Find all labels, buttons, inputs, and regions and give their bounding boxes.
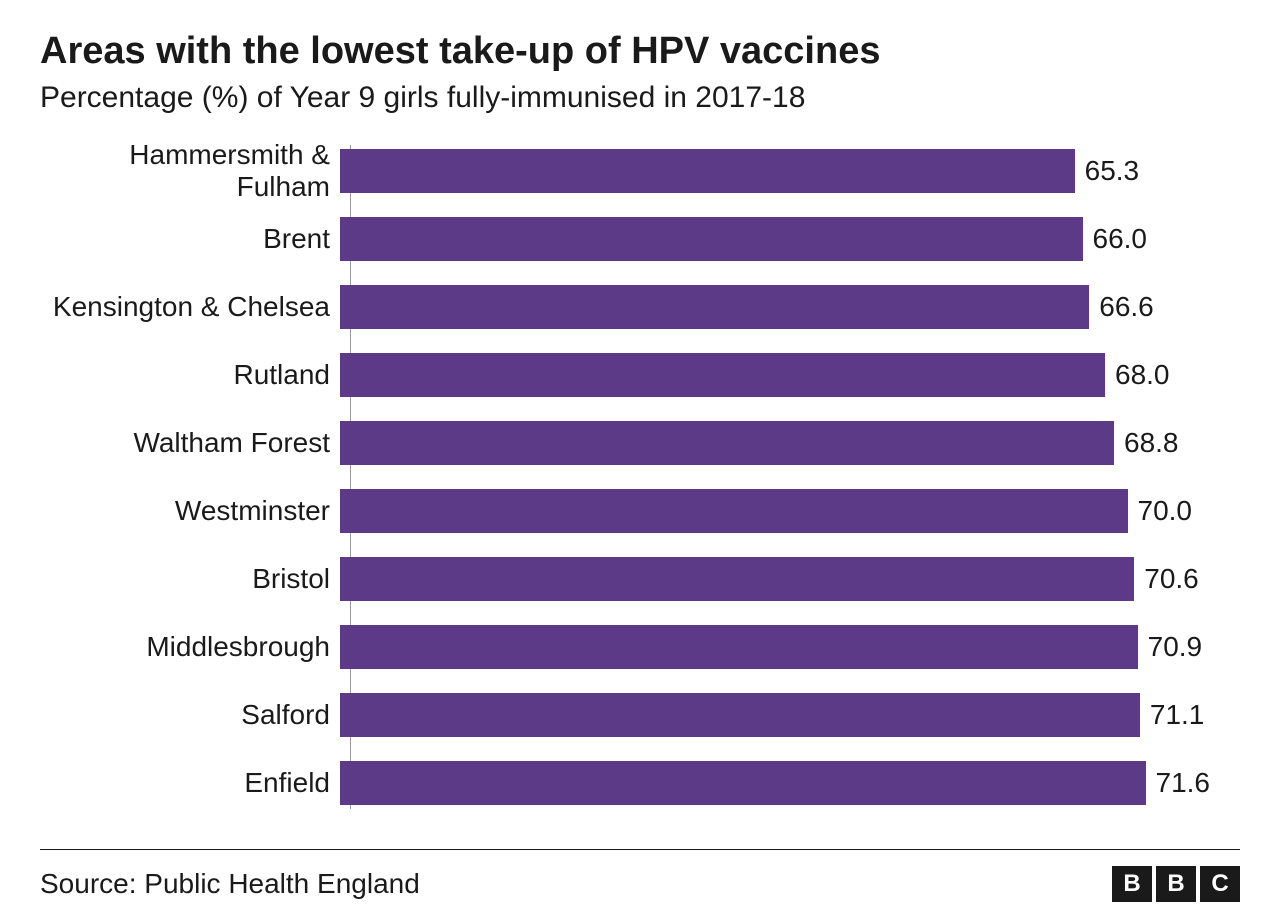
bar-track: 68.0 [340, 353, 1240, 397]
bars-wrapper: Hammersmith & Fulham 65.3 Brent 66.0 Ken… [40, 145, 1240, 839]
bar-track: 71.1 [340, 693, 1240, 737]
bbc-logo-letter: B [1156, 866, 1196, 902]
bar-fill [340, 625, 1138, 669]
bar-fill [340, 285, 1089, 329]
bbc-logo: B B C [1112, 866, 1240, 902]
bar-fill [340, 217, 1083, 261]
bar-value: 71.6 [1156, 767, 1211, 799]
bar-label: Rutland [40, 359, 340, 391]
source-label: Source: Public Health England [40, 868, 420, 900]
bar-row: Kensington & Chelsea 66.6 [40, 281, 1240, 333]
bar-value: 68.8 [1124, 427, 1179, 459]
bar-label: Bristol [40, 563, 340, 595]
bar-fill [340, 761, 1146, 805]
bar-value: 71.1 [1150, 699, 1205, 731]
bar-track: 70.6 [340, 557, 1240, 601]
bar-row: Rutland 68.0 [40, 349, 1240, 401]
chart-title: Areas with the lowest take-up of HPV vac… [40, 30, 1240, 73]
bar-fill [340, 421, 1114, 465]
bar-fill [340, 557, 1134, 601]
chart-area: Hammersmith & Fulham 65.3 Brent 66.0 Ken… [40, 145, 1240, 839]
bar-value: 65.3 [1085, 155, 1140, 187]
bar-row: Brent 66.0 [40, 213, 1240, 265]
bar-label: Brent [40, 223, 340, 255]
bar-row: Waltham Forest 68.8 [40, 417, 1240, 469]
bar-fill [340, 693, 1140, 737]
bar-row: Middlesbrough 70.9 [40, 621, 1240, 673]
bar-value: 70.9 [1148, 631, 1203, 663]
bar-fill [340, 489, 1128, 533]
bbc-logo-letter: B [1112, 866, 1152, 902]
bar-track: 66.6 [340, 285, 1240, 329]
bbc-logo-letter: C [1200, 866, 1240, 902]
bar-label: Kensington & Chelsea [40, 291, 340, 323]
bar-track: 65.3 [340, 149, 1240, 193]
bar-value: 70.0 [1138, 495, 1193, 527]
chart-footer: Source: Public Health England B B C [40, 849, 1240, 902]
bar-value: 70.6 [1144, 563, 1199, 595]
bar-label: Hammersmith & Fulham [40, 139, 340, 203]
bar-fill [340, 149, 1075, 193]
bar-row: Enfield 71.6 [40, 757, 1240, 809]
bar-row: Salford 71.1 [40, 689, 1240, 741]
bar-label: Enfield [40, 767, 340, 799]
bar-label: Salford [40, 699, 340, 731]
bar-value: 66.0 [1093, 223, 1148, 255]
bar-track: 70.9 [340, 625, 1240, 669]
bar-label: Middlesbrough [40, 631, 340, 663]
chart-subtitle: Percentage (%) of Year 9 girls fully-imm… [40, 81, 1240, 115]
bar-row: Hammersmith & Fulham 65.3 [40, 145, 1240, 197]
bar-track: 71.6 [340, 761, 1240, 805]
bar-track: 68.8 [340, 421, 1240, 465]
bar-label: Westminster [40, 495, 340, 527]
bar-track: 70.0 [340, 489, 1240, 533]
bar-row: Bristol 70.6 [40, 553, 1240, 605]
chart-container: Areas with the lowest take-up of HPV vac… [40, 30, 1240, 878]
bar-value: 68.0 [1115, 359, 1170, 391]
bar-label: Waltham Forest [40, 427, 340, 459]
bar-row: Westminster 70.0 [40, 485, 1240, 537]
bar-value: 66.6 [1099, 291, 1154, 323]
bar-track: 66.0 [340, 217, 1240, 261]
bar-fill [340, 353, 1105, 397]
